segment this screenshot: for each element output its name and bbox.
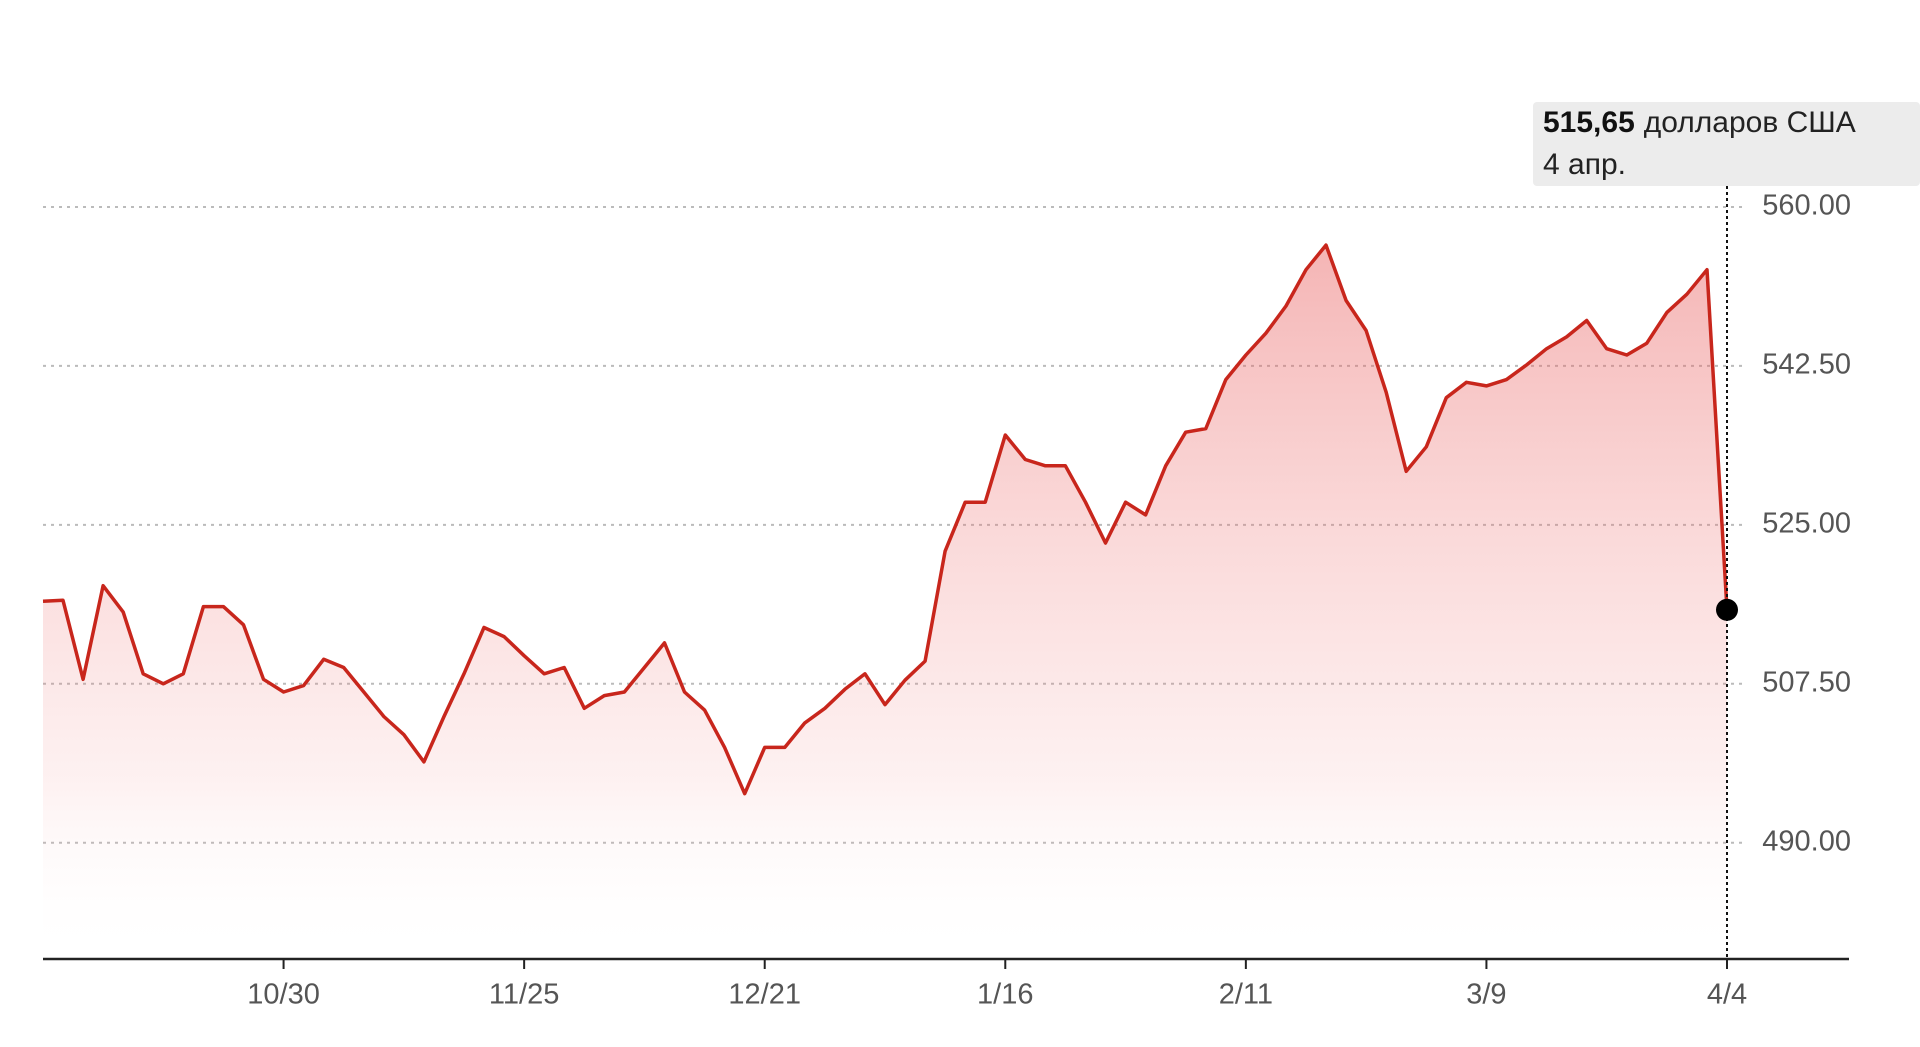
line <box>42 243 1729 796</box>
x-tick-label: 10/30 <box>247 979 320 1011</box>
y-tick-label: 525.00 <box>1762 508 1851 540</box>
y-tick-label: 560.00 <box>1762 190 1851 222</box>
x-tick-label: 12/21 <box>728 979 801 1011</box>
tooltip-box <box>1533 102 1920 186</box>
y-tick-label: 490.00 <box>1762 825 1851 857</box>
hover-dot <box>1716 598 1738 621</box>
tooltip-value: 515,65 <box>1543 106 1635 139</box>
area <box>43 245 1727 960</box>
y-tick-label: 507.50 <box>1762 666 1851 698</box>
x-tick-label: 3/9 <box>1466 979 1506 1011</box>
x-tick-label: 1/16 <box>977 979 1033 1011</box>
y-tick-label: 542.50 <box>1762 349 1851 381</box>
tooltip-date: 4 апр. <box>1543 148 1626 181</box>
tooltip-price: 515,65 долларов США <box>1543 106 1856 139</box>
x-tick-label: 11/25 <box>489 979 559 1011</box>
x-tick-label: 4/4 <box>1707 979 1747 1011</box>
x-tick-label: 2/11 <box>1219 979 1273 1011</box>
tooltip-unit: долларов США <box>1644 106 1856 139</box>
